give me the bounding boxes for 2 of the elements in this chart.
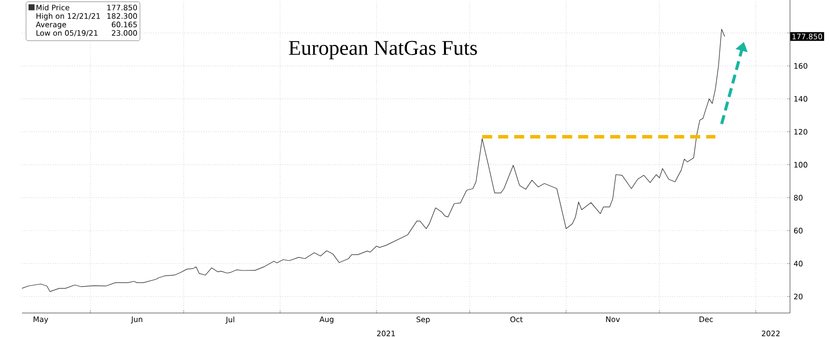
line-series (22, 28, 726, 292)
text: European NatGas Futs (288, 40, 477, 60)
